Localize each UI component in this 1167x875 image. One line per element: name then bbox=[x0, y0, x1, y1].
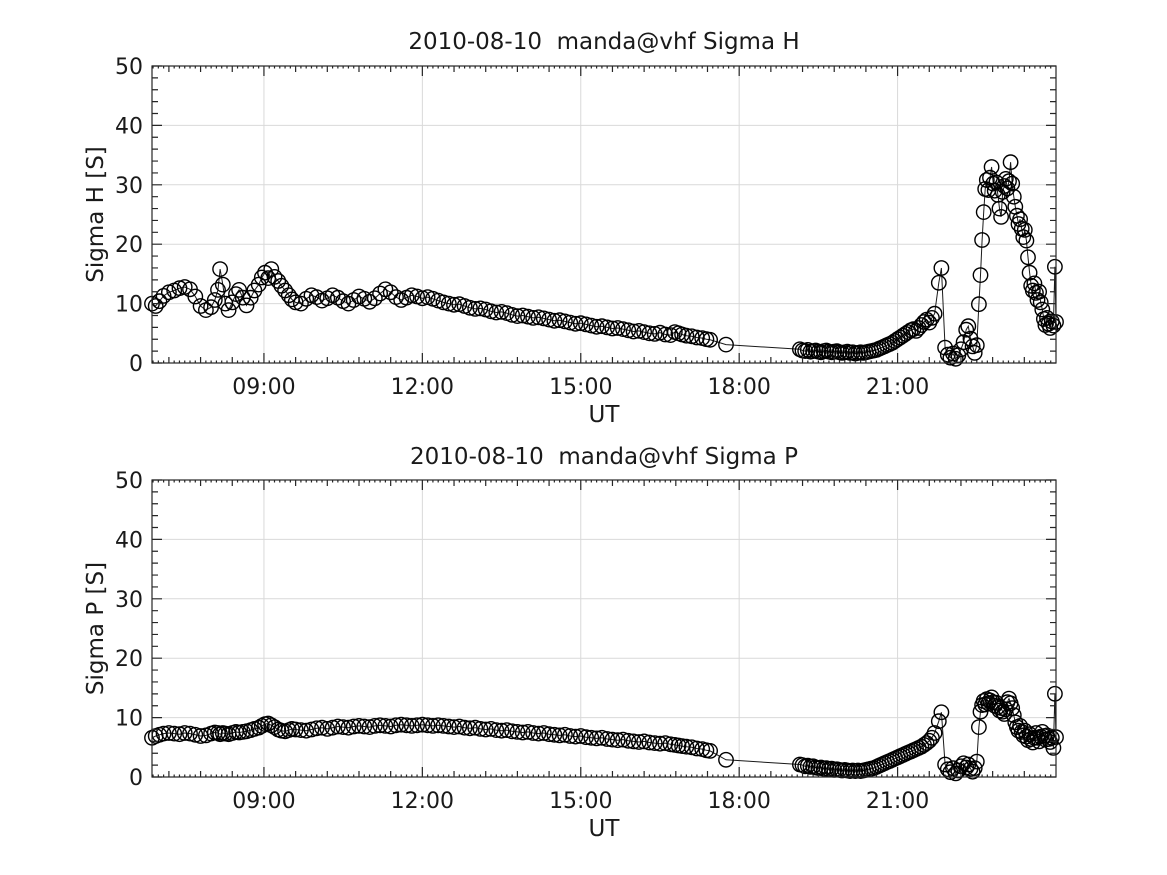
x-tick-label: 09:00 bbox=[232, 789, 295, 814]
x-tick-label: 09:00 bbox=[232, 375, 295, 400]
x-axis-label-ut-top: UT bbox=[589, 402, 621, 428]
grid-layer bbox=[152, 66, 1056, 363]
axis-layer bbox=[151, 479, 1057, 778]
y-tick-label: 40 bbox=[115, 114, 143, 139]
sigma-h-plot: 09:00 12:00 15:00 18:00 21:00 0 10 20 30 40 50 Sig… bbox=[83, 55, 1064, 428]
x-axis-label-ut-bottom: UT bbox=[589, 816, 621, 842]
axis-layer bbox=[151, 65, 1057, 364]
plot-title-sigma-h: 2010-08-10 manda@vhf Sigma H bbox=[408, 29, 800, 55]
x-tick-label: 15:00 bbox=[549, 789, 612, 814]
x-tick-label: 21:00 bbox=[866, 375, 929, 400]
y-tick-label: 30 bbox=[115, 174, 143, 199]
tick-label-layer: 09:00 12:00 15:00 18:00 21:00 0 10 20 30 40 50 bbox=[115, 469, 929, 814]
y-tick-label: 0 bbox=[129, 766, 143, 791]
y-tick-label: 20 bbox=[115, 233, 143, 258]
y-tick-label: 30 bbox=[115, 588, 143, 613]
y-axis-label-sigma-p: Sigma P [S] bbox=[83, 562, 109, 695]
plot-title-sigma-p: 2010-08-10 manda@vhf Sigma P bbox=[410, 444, 798, 470]
series-marker-layer bbox=[144, 154, 1064, 367]
y-tick-label: 20 bbox=[115, 647, 143, 672]
x-tick-label: 12:00 bbox=[391, 789, 454, 814]
y-tick-label: 50 bbox=[115, 469, 143, 494]
series-marker-layer bbox=[144, 685, 1064, 782]
y-tick-label: 0 bbox=[129, 352, 143, 377]
y-tick-label: 10 bbox=[115, 293, 143, 318]
y-tick-label: 10 bbox=[115, 707, 143, 732]
y-axis-label-sigma-h: Sigma H [S] bbox=[83, 146, 109, 283]
sigma-p-plot: 09:00 12:00 15:00 18:00 21:00 0 10 20 30 40 50 Sig… bbox=[83, 469, 1064, 842]
x-tick-label: 18:00 bbox=[707, 789, 770, 814]
x-tick-label: 21:00 bbox=[866, 789, 929, 814]
x-tick-label: 15:00 bbox=[549, 375, 612, 400]
grid-layer bbox=[152, 480, 1056, 777]
y-tick-label: 50 bbox=[115, 55, 143, 80]
x-tick-label: 18:00 bbox=[707, 375, 770, 400]
y-tick-label: 40 bbox=[115, 528, 143, 553]
tick-label-layer: 09:00 12:00 15:00 18:00 21:00 0 10 20 30 40 50 bbox=[115, 55, 929, 400]
x-tick-label: 12:00 bbox=[391, 375, 454, 400]
